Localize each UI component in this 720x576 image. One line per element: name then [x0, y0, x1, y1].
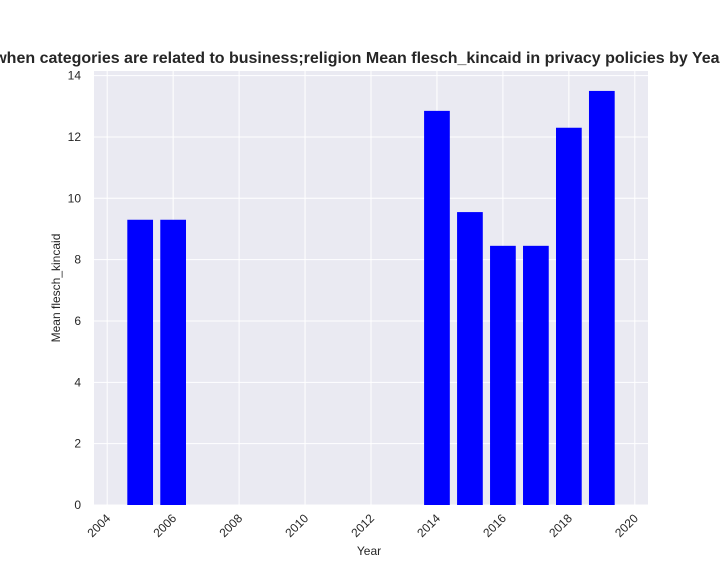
- bar-2014: [424, 110, 450, 505]
- y-tick-label: 8: [74, 253, 81, 267]
- x-tick-label: 2004: [85, 511, 114, 540]
- x-tick-label: 2016: [480, 511, 509, 540]
- x-tick-label: 2006: [150, 511, 179, 540]
- y-tick-labels: 0 2 4 6 8 10 12 14: [68, 69, 82, 512]
- y-axis-label: Mean flesch_kincaid: [49, 234, 63, 343]
- x-tick-label: 2014: [414, 511, 443, 540]
- y-tick-label: 4: [74, 375, 81, 389]
- chart-title: when categories are related to business;…: [0, 50, 720, 67]
- x-tick-label: 2008: [216, 511, 245, 540]
- y-tick-label: 10: [68, 191, 82, 205]
- x-tick-label: 2010: [282, 511, 311, 540]
- bar-2006: [160, 219, 187, 506]
- x-tick-label: 2012: [348, 511, 377, 540]
- x-tick-label: 2020: [612, 511, 641, 540]
- y-tick-label: 0: [74, 498, 81, 512]
- bar-2005: [127, 219, 154, 506]
- x-tick-labels: 2004 2006 2008 2010 2012 2014 2016 2018 2020: [85, 511, 642, 540]
- bar-2018: [555, 127, 582, 505]
- bar-2017: [523, 245, 549, 506]
- y-tick-label: 6: [74, 314, 81, 328]
- x-axis-label: Year: [357, 544, 381, 558]
- bar-2015: [457, 212, 483, 506]
- bar-2019: [588, 90, 615, 505]
- x-tick-label: 2018: [546, 511, 575, 540]
- y-tick-label: 2: [74, 437, 81, 451]
- y-tick-label: 12: [68, 130, 82, 144]
- bars: [127, 90, 615, 506]
- bar-2016: [490, 245, 516, 506]
- y-tick-label: 14: [68, 69, 82, 83]
